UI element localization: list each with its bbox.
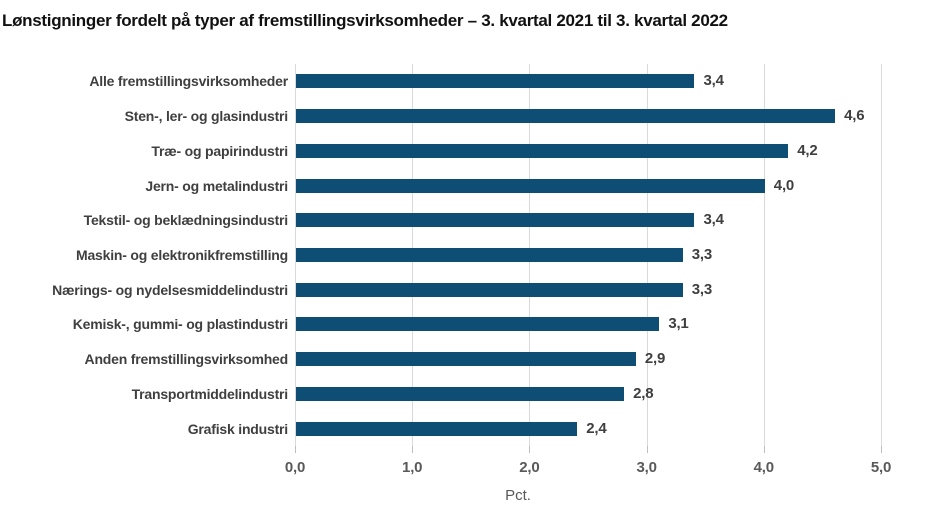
x-axis-tick-label: 5,0 bbox=[870, 459, 892, 476]
x-axis-tick-label: 4,0 bbox=[753, 459, 774, 476]
x-axis-tick bbox=[529, 446, 531, 453]
category-label: Nærings- og nydelsesmiddelindustri bbox=[52, 281, 288, 298]
x-axis-tick bbox=[646, 446, 648, 453]
gridline bbox=[763, 64, 765, 446]
gridline bbox=[881, 64, 882, 446]
x-axis-tick bbox=[412, 446, 414, 453]
value-label: 4,2 bbox=[797, 141, 818, 159]
value-label: 3,4 bbox=[703, 211, 724, 229]
category-label: Tekstil- og beklædningsindustri bbox=[83, 212, 289, 229]
x-axis-tick bbox=[763, 446, 765, 453]
gridline bbox=[295, 64, 296, 446]
bar bbox=[296, 421, 578, 436]
value-label: 2,8 bbox=[633, 384, 654, 402]
bar bbox=[296, 386, 625, 401]
value-label: 3,4 bbox=[703, 72, 724, 90]
category-label: Transportmiddelindustri bbox=[131, 385, 289, 402]
bar bbox=[296, 213, 695, 228]
value-label: 3,1 bbox=[668, 315, 689, 333]
category-label: Kemisk-, gummi- og plastindustri bbox=[72, 316, 288, 333]
x-axis-tick bbox=[881, 446, 882, 453]
bar bbox=[296, 352, 636, 367]
x-axis-label: Pct. bbox=[505, 487, 531, 504]
value-label: 4,6 bbox=[844, 107, 865, 125]
x-axis-tick-label: 0,0 bbox=[284, 459, 306, 476]
x-axis-tick-label: 1,0 bbox=[402, 459, 423, 476]
x-axis-tick bbox=[295, 446, 296, 453]
bar bbox=[296, 248, 683, 262]
category-label: Grafisk industri bbox=[187, 420, 288, 437]
category-label: Træ- og papirindustri bbox=[151, 142, 288, 159]
bar bbox=[296, 317, 660, 332]
category-label: Anden fremstillingsvirksomhed bbox=[84, 351, 289, 368]
bar bbox=[296, 282, 683, 297]
value-label: 2,4 bbox=[586, 419, 607, 437]
chart-title: Lønstigninger fordelt på typer af fremst… bbox=[2, 11, 728, 30]
x-axis-tick-label: 2,0 bbox=[519, 459, 540, 476]
category-label: Maskin- og elektronikfremstilling bbox=[76, 247, 288, 263]
category-label: Jern- og metalindustri bbox=[145, 177, 288, 194]
bar bbox=[296, 74, 695, 89]
category-label: Alle fremstillingsvirksomheder bbox=[89, 73, 288, 90]
value-label: 3,3 bbox=[691, 280, 713, 298]
bar bbox=[296, 143, 789, 158]
bar bbox=[296, 178, 765, 193]
x-axis-tick-label: 3,0 bbox=[636, 459, 657, 476]
bar bbox=[296, 109, 836, 124]
value-label: 3,3 bbox=[691, 246, 713, 263]
category-label: Sten-, ler- og glasindustri bbox=[124, 108, 289, 125]
value-label: 4,0 bbox=[773, 176, 795, 194]
value-label: 2,9 bbox=[644, 350, 666, 368]
